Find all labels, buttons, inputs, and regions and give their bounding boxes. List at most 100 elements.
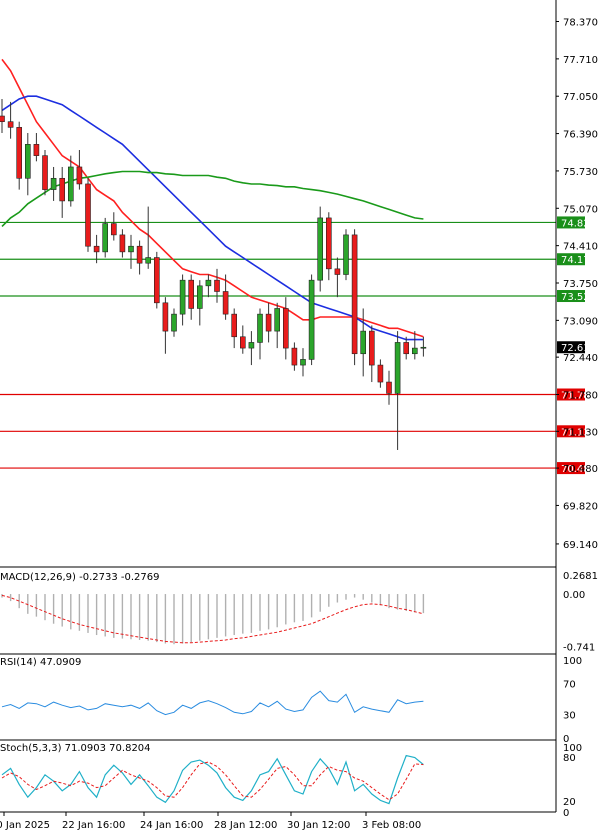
price-tick-label-8: 73.090 <box>563 316 598 327</box>
candle-body-8 <box>68 166 74 202</box>
level-tag-2 <box>557 290 585 303</box>
candle-body-5 <box>42 155 48 190</box>
candle-body-1 <box>7 121 14 128</box>
candle-body-38 <box>325 217 332 270</box>
candle-body-48 <box>411 347 418 355</box>
candle-body-12 <box>102 223 108 253</box>
price-tick-label-4: 75.730 <box>563 167 598 178</box>
candle-body-34 <box>291 347 298 366</box>
candle-body-3 <box>24 144 31 179</box>
level-tag-5 <box>557 462 585 475</box>
candle-body-22 <box>188 279 194 309</box>
time-label-4: 30 Jan 12:00 <box>287 820 350 831</box>
stoch-pane[interactable] <box>1 754 424 805</box>
candle-body-4 <box>33 144 40 156</box>
candle-body-15 <box>128 245 134 253</box>
candle-body-24 <box>205 279 212 287</box>
candle-body-23 <box>197 285 203 309</box>
price-tick-label-13: 69.820 <box>563 501 598 512</box>
level-tag-4 <box>557 425 585 438</box>
candle-body-31 <box>265 313 272 332</box>
candle-body-14 <box>119 234 126 253</box>
price-tick-label-14: 69.140 <box>563 540 598 551</box>
level-tag-label-0: 74.820 <box>561 218 596 229</box>
candle-body-30 <box>257 313 263 343</box>
candle-body-47 <box>403 342 410 355</box>
candle-body-16 <box>136 245 143 264</box>
candle-body-7 <box>59 177 66 202</box>
main-price-pane[interactable] <box>0 58 427 450</box>
level-lines: 74.820 74.170 73.520 71.780 71.130 70.480 <box>0 216 596 475</box>
candle-body-18 <box>154 257 160 304</box>
macd-tick-label-0: 0.2681 <box>563 571 598 582</box>
macd-pane[interactable] <box>1 594 425 645</box>
rsi-tick-label-0: 100 <box>563 656 582 667</box>
candle-body-27 <box>231 313 237 338</box>
macd-label: MACD(12,26,9) -0.2733 -0.2769 <box>0 572 160 583</box>
level-tag-label-4: 71.130 <box>561 427 596 438</box>
candle-body-41 <box>351 234 358 355</box>
candle-body-29 <box>248 342 255 349</box>
candle-body-43 <box>368 330 375 366</box>
candle-body-0 <box>0 115 5 122</box>
rsi-tick-label-1: 70 <box>563 679 576 690</box>
candle-body-9 <box>76 166 83 185</box>
rsi-pane[interactable] <box>1 690 424 716</box>
rsi-tick-label-3: 0 <box>563 734 569 745</box>
candle-body-45 <box>386 381 392 394</box>
current-price-tag <box>557 341 585 354</box>
time-label-1: 22 Jan 16:00 <box>62 820 125 831</box>
stoch-k-line <box>1 754 424 805</box>
candle-body-11 <box>93 245 100 253</box>
candle-body-40 <box>343 234 349 275</box>
price-tick-label-7: 73.750 <box>563 279 598 290</box>
macd-tick-label-1: 0.00 <box>563 590 585 601</box>
price-tick-label-6: 74.410 <box>563 242 598 253</box>
candle-body-26 <box>222 291 229 315</box>
candle-body-33 <box>282 308 289 349</box>
stoch-tick-label-0: 100 <box>563 743 582 754</box>
candle-body-21 <box>179 279 186 315</box>
rsi-line <box>1 690 424 716</box>
level-tag-label-5: 70.480 <box>561 464 596 475</box>
price-tick-label-5: 75.070 <box>563 204 598 215</box>
candle-body-49 <box>420 346 427 349</box>
level-tag-label-3: 71.780 <box>561 391 596 402</box>
candle-body-42 <box>360 330 367 355</box>
price-tick-label-10: 71.780 <box>563 391 598 402</box>
candle-body-46 <box>394 342 401 394</box>
level-tag-0 <box>557 216 585 229</box>
price-tick-label-1: 77.710 <box>563 55 598 66</box>
rsi-tick-label-2: 30 <box>563 711 576 722</box>
candle-body-28 <box>240 336 246 349</box>
candle-body-35 <box>300 359 306 366</box>
time-label-5: 3 Feb 08:00 <box>362 820 421 831</box>
time-label-0: 20 Jan 2025 <box>0 820 50 831</box>
price-tick-label-11: 71.130 <box>563 427 598 438</box>
candle-body-13 <box>111 223 117 236</box>
level-tag-1 <box>557 253 585 266</box>
stoch-tick-label-1: 80 <box>563 753 576 764</box>
current-price-label: 72.615 <box>561 343 596 354</box>
candle-body-39 <box>334 268 341 275</box>
price-tick-label-2: 77.050 <box>563 92 598 103</box>
candle-body-37 <box>317 217 324 281</box>
candle-body-32 <box>274 308 281 332</box>
price-tick-label-9: 72.440 <box>563 353 598 364</box>
candle-body-36 <box>308 279 315 360</box>
candle-body-20 <box>171 313 177 332</box>
macd-tick-label-2: -0.741 <box>563 642 595 653</box>
level-tag-label-1: 74.170 <box>561 255 596 266</box>
price-tick-label-0: 78.370 <box>563 18 598 29</box>
candle-body-17 <box>145 257 151 264</box>
candle-body-44 <box>377 364 384 383</box>
level-tag-3 <box>557 388 585 401</box>
rsi-label: RSI(14) 47.0909 <box>0 657 81 668</box>
macd-signal-line <box>1 594 424 644</box>
time-label-3: 28 Jan 12:00 <box>214 820 277 831</box>
price-tick-label-12: 70.480 <box>563 464 598 475</box>
time-label-2: 24 Jan 16:00 <box>140 820 203 831</box>
